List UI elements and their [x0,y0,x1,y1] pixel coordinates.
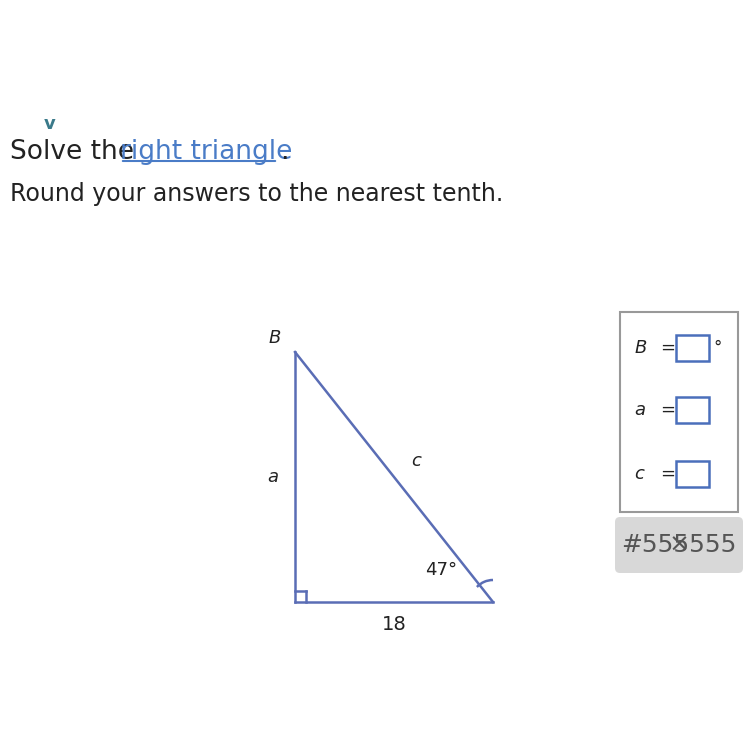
Text: B: B [268,329,281,347]
Text: v: v [44,116,55,134]
FancyBboxPatch shape [620,312,738,512]
Text: c: c [411,452,421,470]
Text: ×: × [668,533,689,557]
Text: 18: 18 [382,614,406,634]
FancyBboxPatch shape [676,335,709,361]
Text: Round your answers to the nearest tenth.: Round your answers to the nearest tenth. [10,182,503,206]
Text: Solve the: Solve the [10,139,142,165]
FancyBboxPatch shape [615,517,743,573]
Text: Solving a right triangle: Solving a right triangle [154,57,399,76]
Text: 47°: 47° [425,561,457,579]
Text: right triangle: right triangle [120,139,292,165]
Text: =: = [660,339,675,357]
Text: °: ° [713,339,722,357]
Text: =: = [660,465,675,483]
Text: .: . [280,139,289,165]
Text: $B$: $B$ [634,339,647,357]
FancyBboxPatch shape [676,461,709,487]
Text: $a$: $a$ [634,401,646,419]
Text: #555555: #555555 [621,533,736,557]
Text: $c$: $c$ [634,465,646,483]
FancyBboxPatch shape [676,397,709,423]
Text: =: = [660,401,675,419]
Text: RIGHT TRIANGLES AND TRIGONOMETRY: RIGHT TRIANGLES AND TRIGONOMETRY [154,20,388,32]
Text: a: a [268,468,278,486]
